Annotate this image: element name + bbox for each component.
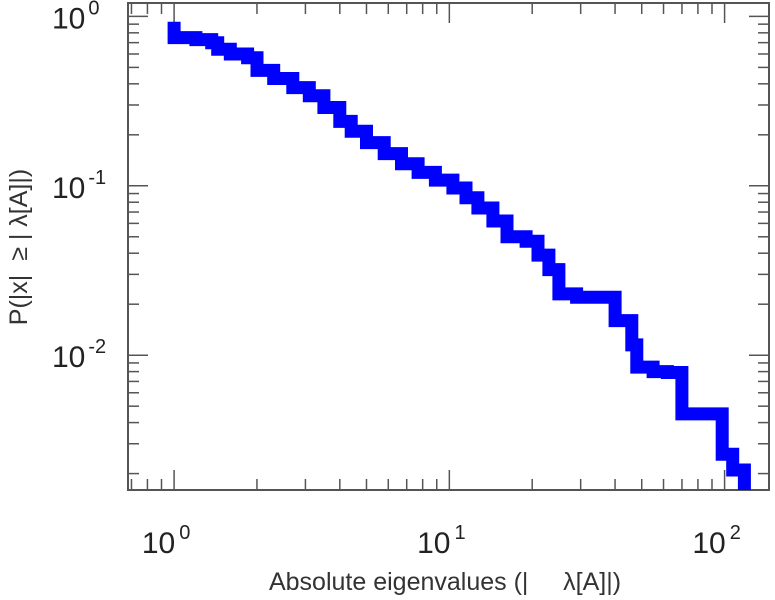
ccdf-series-line <box>167 21 751 490</box>
x-tick-label: 10 2 <box>692 522 741 560</box>
y-tick-label: 10 -1 <box>52 167 106 205</box>
y-axis-label: P(|x| ≥ | λ[A]|) <box>5 169 33 325</box>
y-tick-label: 10 0 <box>52 0 100 35</box>
tick-labels: 10 0 10 1 10 2 10 0 10 -1 10 -2 <box>52 0 741 560</box>
plot-frame <box>127 2 770 491</box>
x-axis-label: Absolute eigenvalues (| λ[A]|) <box>269 568 621 596</box>
x-tick-label: 10 1 <box>417 522 466 560</box>
axis-ticks <box>128 3 769 490</box>
x-tick-label: 10 0 <box>142 522 191 560</box>
y-tick-label: 10 -2 <box>52 336 106 374</box>
series-layer <box>167 21 751 490</box>
